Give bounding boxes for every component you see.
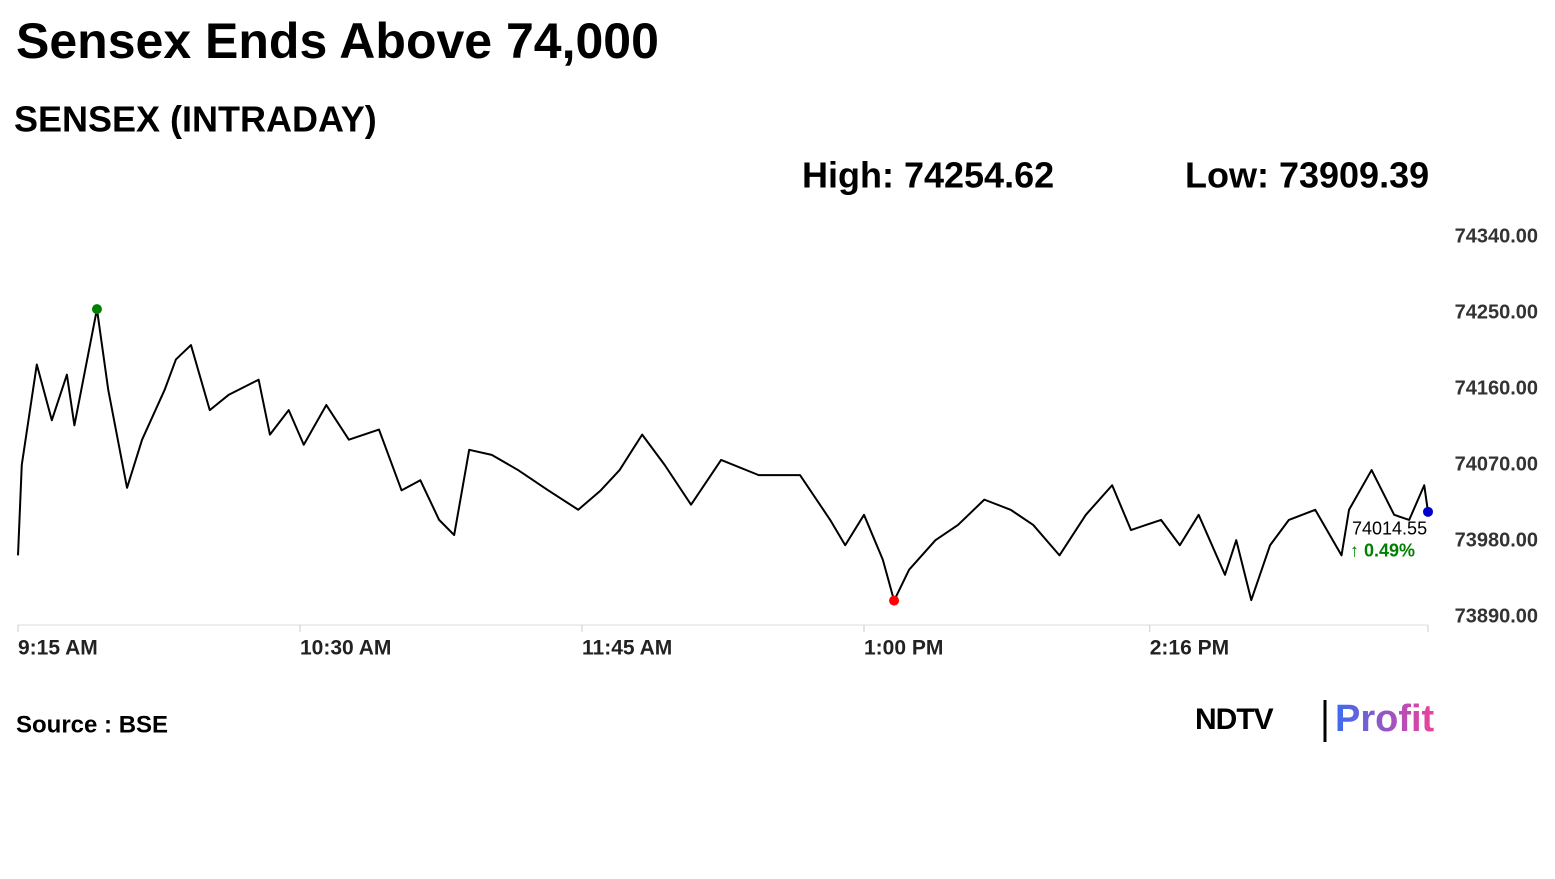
y-tick-label: 74340.00 (1455, 225, 1538, 247)
chart-title: Sensex Ends Above 74,000 (16, 13, 659, 69)
y-tick-label: 73980.00 (1455, 529, 1538, 551)
y-tick-label: 73890.00 (1455, 605, 1538, 627)
brand: NDTV (1195, 703, 1274, 736)
high-label: High: 74254.62 (802, 155, 1054, 196)
low-label: Low: 73909.39 (1185, 155, 1429, 196)
y-tick-label: 74070.00 (1455, 453, 1538, 475)
low-marker (889, 595, 900, 606)
price-line (17, 308, 1429, 602)
high-marker (91, 304, 102, 315)
x-tick-label: 11:45 AM (582, 637, 672, 660)
x-tick-label: 10:30 AM (300, 637, 391, 660)
product: Profit (1335, 698, 1435, 740)
change-label: ↑ 0.49% (1350, 541, 1415, 561)
source: Source : BSE (16, 711, 168, 738)
x-tick-label: 1:00 PM (864, 637, 943, 660)
last-marker (1423, 506, 1433, 517)
x-tick-label: 9:15 AM (18, 637, 98, 660)
last-value-label: 74014.55 (1352, 519, 1427, 539)
y-tick-label: 74250.00 (1455, 301, 1538, 323)
chart-subtitle: SENSEX (INTRADAY) (14, 99, 377, 140)
y-tick-label: 74160.00 (1455, 377, 1538, 399)
x-tick-label: 2:16 PM (1150, 637, 1229, 660)
